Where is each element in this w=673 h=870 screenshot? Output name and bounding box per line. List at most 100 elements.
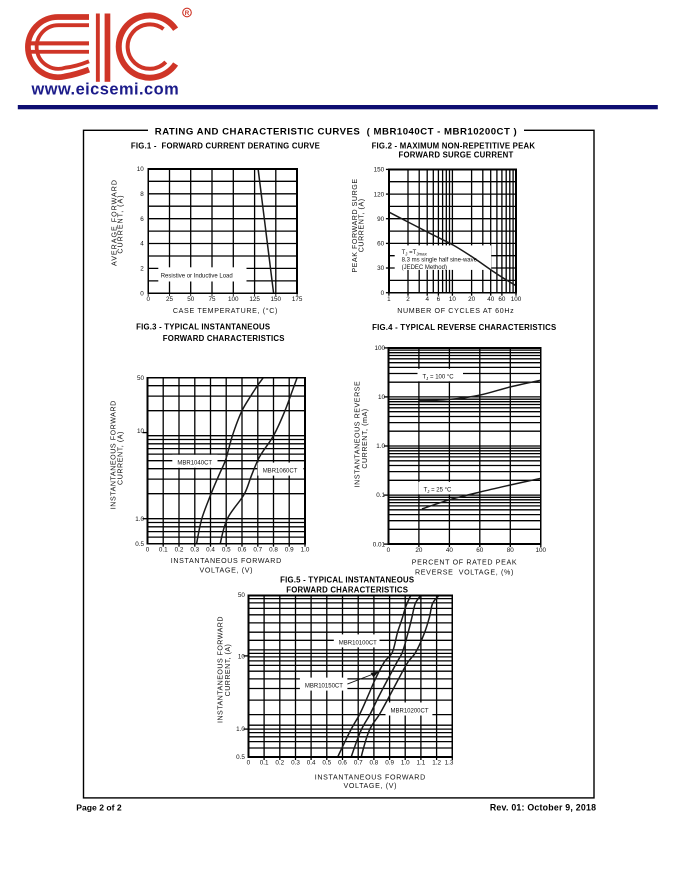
svg-text:FIG.2 - MAXIMUM NON-REPETITIVE: FIG.2 - MAXIMUM NON-REPETITIVE PEAK bbox=[372, 141, 536, 150]
svg-text:VOLTAGE, (V): VOLTAGE, (V) bbox=[343, 782, 397, 790]
svg-text:0.1: 0.1 bbox=[159, 547, 168, 554]
svg-text:0.01: 0.01 bbox=[373, 541, 386, 548]
svg-text:FORWARD CHARACTERISTICS: FORWARD CHARACTERISTICS bbox=[286, 585, 408, 594]
svg-text:CURRENT, (A): CURRENT, (A) bbox=[117, 194, 125, 253]
svg-text:0.3: 0.3 bbox=[291, 759, 300, 766]
svg-text:FIG.1 - FORWARD CURRENT DERAT: FIG.1 - FORWARD CURRENT DERATING CURVE bbox=[131, 141, 320, 150]
svg-text:125: 125 bbox=[249, 296, 260, 303]
svg-text:10: 10 bbox=[238, 654, 246, 661]
svg-text:100: 100 bbox=[536, 547, 547, 554]
svg-text:MBR10150CT: MBR10150CT bbox=[305, 684, 343, 690]
svg-text:0.5: 0.5 bbox=[322, 759, 331, 766]
svg-text:0.8: 0.8 bbox=[269, 547, 278, 554]
svg-text:INSTANTANEOUS REVERSE: INSTANTANEOUS REVERSE bbox=[354, 381, 362, 488]
svg-text:0.7: 0.7 bbox=[253, 547, 262, 554]
svg-text:FIG.4 - TYPICAL REVERSE CHARAC: FIG.4 - TYPICAL REVERSE CHARACTERISTICS bbox=[372, 323, 556, 332]
svg-text:FIG.3 - TYPICAL INSTANTANEOUS: FIG.3 - TYPICAL INSTANTANEOUS bbox=[136, 322, 270, 331]
svg-text:6: 6 bbox=[437, 296, 441, 303]
svg-text:0.8: 0.8 bbox=[370, 759, 379, 766]
svg-text:150: 150 bbox=[374, 167, 385, 174]
svg-text:0.1: 0.1 bbox=[376, 492, 385, 499]
svg-text:Resistive or Inductive Load: Resistive or Inductive Load bbox=[161, 274, 233, 280]
svg-text:0.2: 0.2 bbox=[175, 547, 184, 554]
svg-text:Page 2 of 2: Page 2 of 2 bbox=[76, 803, 122, 813]
svg-text:0.9: 0.9 bbox=[385, 759, 394, 766]
svg-text:R: R bbox=[185, 10, 190, 17]
svg-text:60: 60 bbox=[476, 547, 484, 554]
svg-text:1.0: 1.0 bbox=[301, 547, 310, 554]
svg-text:MBR10100CT: MBR10100CT bbox=[339, 640, 377, 646]
svg-text:1.0: 1.0 bbox=[376, 443, 385, 450]
svg-text:40: 40 bbox=[446, 547, 454, 554]
svg-text:CURRENT, (mA): CURRENT, (mA) bbox=[361, 408, 369, 468]
svg-text:INSTANTANEOUS FORWARD: INSTANTANEOUS FORWARD bbox=[109, 400, 117, 509]
svg-text:1.0: 1.0 bbox=[236, 726, 245, 733]
svg-text:CASE TEMPERATURE, (°C): CASE TEMPERATURE, (°C) bbox=[173, 307, 278, 315]
svg-text:80: 80 bbox=[507, 547, 515, 554]
svg-text:1.2: 1.2 bbox=[432, 759, 441, 766]
svg-text:20: 20 bbox=[468, 296, 476, 303]
svg-text:TJ = 25 °C: TJ = 25 °C bbox=[424, 488, 452, 494]
svg-text:CURRENT, (A): CURRENT, (A) bbox=[357, 198, 365, 252]
svg-text:100: 100 bbox=[511, 296, 522, 303]
svg-text:0.4: 0.4 bbox=[206, 547, 215, 554]
svg-text:6: 6 bbox=[140, 216, 144, 223]
svg-text:TJ =TJmax: TJ =TJmax bbox=[402, 250, 428, 256]
svg-text:30: 30 bbox=[377, 265, 385, 272]
svg-text:0.6: 0.6 bbox=[238, 547, 247, 554]
svg-text:0.9: 0.9 bbox=[285, 547, 294, 554]
svg-text:0.7: 0.7 bbox=[354, 759, 363, 766]
svg-text:0.5: 0.5 bbox=[236, 754, 245, 761]
svg-text:10: 10 bbox=[137, 166, 145, 173]
svg-text:50: 50 bbox=[137, 375, 145, 382]
svg-text:MBR10200CT: MBR10200CT bbox=[391, 708, 429, 714]
svg-text:Rev. 01: October 9, 2018: Rev. 01: October 9, 2018 bbox=[490, 803, 596, 813]
svg-text:CURRENT, (A): CURRENT, (A) bbox=[224, 644, 232, 697]
svg-text:NUMBER OF CYCLES AT 60Hz: NUMBER OF CYCLES AT 60Hz bbox=[397, 307, 514, 315]
svg-text:RATING AND CHARACTERISTIC CURV: RATING AND CHARACTERISTIC CURVES ( MBR10… bbox=[155, 126, 517, 137]
svg-text:0: 0 bbox=[381, 290, 385, 297]
svg-text:1.1: 1.1 bbox=[417, 759, 426, 766]
svg-text:FIG.5 - TYPICAL INSTANTANEOUS: FIG.5 - TYPICAL INSTANTANEOUS bbox=[280, 576, 414, 585]
svg-text:75: 75 bbox=[208, 296, 216, 303]
svg-text:50: 50 bbox=[238, 592, 246, 599]
svg-text:INSTANTANEOUS FORWARD: INSTANTANEOUS FORWARD bbox=[171, 557, 282, 565]
svg-text:1.0: 1.0 bbox=[401, 759, 410, 766]
svg-text:10: 10 bbox=[449, 296, 457, 303]
svg-text:0.3: 0.3 bbox=[190, 547, 199, 554]
svg-text:0.2: 0.2 bbox=[275, 759, 284, 766]
svg-text:60: 60 bbox=[377, 241, 385, 248]
svg-text:CURRENT, (A): CURRENT, (A) bbox=[116, 431, 124, 485]
svg-text:2: 2 bbox=[406, 296, 410, 303]
svg-text:0: 0 bbox=[146, 547, 150, 554]
svg-text:0.4: 0.4 bbox=[307, 759, 316, 766]
svg-text:20: 20 bbox=[415, 547, 423, 554]
svg-text:MBR1060CT: MBR1060CT bbox=[263, 468, 298, 474]
svg-text:0: 0 bbox=[140, 291, 144, 298]
svg-text:0: 0 bbox=[247, 759, 251, 766]
svg-text:1.3: 1.3 bbox=[445, 759, 454, 766]
svg-text:60: 60 bbox=[498, 296, 506, 303]
svg-text:100: 100 bbox=[228, 296, 239, 303]
svg-text:1: 1 bbox=[387, 296, 391, 303]
svg-text:8.3 ms single half sine-wave: 8.3 ms single half sine-wave bbox=[402, 258, 478, 264]
svg-text:INSTANTANEOUS FORWARD: INSTANTANEOUS FORWARD bbox=[315, 773, 426, 781]
svg-text:4: 4 bbox=[425, 296, 429, 303]
svg-text:0.6: 0.6 bbox=[338, 759, 347, 766]
svg-text:100: 100 bbox=[374, 345, 385, 352]
svg-text:PEAK FORWARD SURGE: PEAK FORWARD SURGE bbox=[351, 178, 359, 272]
svg-text:8: 8 bbox=[140, 191, 144, 198]
svg-text:0: 0 bbox=[146, 296, 150, 303]
svg-text:MBR1040CT: MBR1040CT bbox=[177, 461, 212, 467]
svg-text:VOLTAGE, (V): VOLTAGE, (V) bbox=[199, 567, 253, 575]
svg-text:2: 2 bbox=[140, 266, 144, 273]
svg-text:10: 10 bbox=[378, 394, 386, 401]
svg-text:4: 4 bbox=[140, 241, 144, 248]
svg-text:INSTANTANEOUS FORWARD: INSTANTANEOUS FORWARD bbox=[217, 616, 225, 723]
svg-text:FORWARD CHARACTERISTICS: FORWARD CHARACTERISTICS bbox=[163, 334, 285, 343]
svg-text:150: 150 bbox=[271, 296, 282, 303]
svg-text:FORWARD SURGE CURRENT: FORWARD SURGE CURRENT bbox=[399, 150, 514, 159]
svg-text:50: 50 bbox=[187, 296, 195, 303]
svg-text:1.0: 1.0 bbox=[135, 516, 144, 523]
svg-text:0.1: 0.1 bbox=[260, 759, 269, 766]
